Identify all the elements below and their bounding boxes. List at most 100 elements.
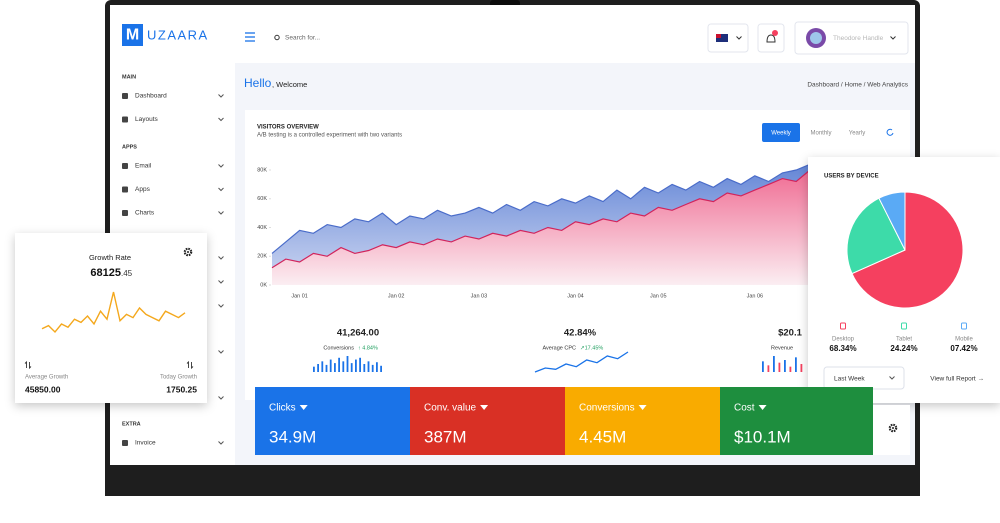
x-tick-label: Jan 05 (650, 293, 667, 299)
kpi-value: 4.45M (579, 427, 626, 446)
sidebar-item-icon (122, 163, 128, 169)
kpi-value: 387M (424, 427, 467, 446)
stat-bar (778, 362, 781, 372)
kpi-label[interactable]: Clicks (269, 403, 296, 414)
kpi-value: $10.1M (734, 427, 791, 446)
chevron-icon (218, 117, 224, 122)
gear-icon-core (892, 427, 894, 429)
stat-bar (338, 357, 340, 372)
search-input[interactable]: Search for... (285, 35, 320, 42)
growth-title: Growth Rate (89, 253, 131, 262)
sidebar-item-icon (122, 210, 128, 216)
sidebar-section-title: MAIN (122, 74, 136, 80)
area-line (271, 169, 811, 269)
sort-icon (186, 360, 194, 370)
sidebar-item[interactable]: Apps (135, 186, 151, 193)
chevron-icon (218, 396, 224, 400)
sidebar-item[interactable]: Dashboard (135, 93, 167, 100)
stat-bar (367, 361, 370, 372)
legend-label: Desktop (832, 337, 855, 343)
stat-bar (325, 364, 328, 372)
sidebar-item-icon (122, 93, 128, 99)
chevron-icon (218, 164, 224, 168)
today-growth-value: 1750.25 (166, 384, 197, 394)
chart-title: VISITORS OVERVIEW (257, 125, 319, 131)
stat-bar (317, 364, 319, 372)
user-button[interactable] (794, 21, 909, 55)
gear-icon (183, 247, 193, 257)
stat-bar (329, 359, 332, 372)
user-avatar-inner (810, 32, 822, 44)
stat-bar (767, 365, 770, 372)
period-button[interactable]: Weekly (771, 131, 791, 137)
kpi-dropdown-icon (480, 405, 489, 410)
legend-value: 24.24% (890, 344, 917, 353)
y-tick-label: 20K (257, 254, 267, 260)
gear-icon-core (187, 251, 189, 253)
stat-bar (371, 364, 374, 372)
stat-bar (355, 359, 357, 372)
bell-icon (766, 34, 776, 43)
stat-bar (376, 362, 378, 372)
report-link[interactable]: View full Report → (930, 376, 984, 383)
y-tick-label: 80K (257, 167, 267, 173)
device-icon (840, 322, 846, 330)
area-fill (272, 170, 810, 285)
period-button[interactable]: Yearly (849, 131, 865, 137)
sidebar-item[interactable]: Email (135, 163, 152, 170)
kpi-dropdown-icon (758, 405, 767, 410)
stat-label: Revenue (771, 345, 793, 351)
stat-sparkline (534, 351, 629, 373)
kpi-label[interactable]: Conversions (579, 403, 635, 414)
pie-slice (846, 197, 906, 275)
pie-slice (851, 191, 964, 309)
growth-value: 68125 (90, 267, 121, 279)
legend-label: Mobile (955, 337, 973, 343)
growth-value-decimal: .45 (121, 269, 133, 278)
sidebar-section-title: EXTRA (122, 421, 141, 427)
stat-change: ↗17.45% (580, 345, 603, 351)
logo-mark: M (126, 27, 139, 44)
chevron-icon (218, 304, 224, 308)
stat-bar (789, 366, 792, 372)
kpi-tile (255, 387, 410, 455)
chevron-icon (218, 256, 224, 260)
kpi-dropdown-icon (299, 405, 308, 410)
flag-icon (716, 34, 728, 42)
chevron-icon (218, 211, 224, 215)
today-growth-label: Today Growth (160, 375, 197, 381)
kpi-label[interactable]: Conv. value (424, 403, 477, 414)
sidebar-item[interactable]: Invoice (135, 440, 156, 447)
sidebar-item[interactable]: Layouts (135, 116, 159, 123)
legend-label: Tablet (896, 337, 912, 343)
sort-icon (24, 360, 32, 370)
gear-icon (888, 423, 898, 433)
stat-value: 42.84% (564, 328, 597, 339)
x-tick-label: Jan 03 (471, 293, 488, 299)
legend-value: 68.34% (829, 344, 856, 353)
kpi-label[interactable]: Cost (734, 403, 755, 414)
refresh-icon (886, 128, 894, 136)
sidebar-section-title: APPS (122, 144, 137, 150)
user-name: Theodore Handle (833, 35, 884, 42)
period-button[interactable]: Monthly (810, 131, 831, 137)
period-button-active[interactable] (762, 123, 800, 142)
average-growth-label: Average Growth (25, 375, 68, 381)
sidebar-item[interactable]: Charts (135, 210, 155, 217)
logo-box (122, 24, 143, 46)
stat-bar (313, 366, 315, 372)
chevron-icon (889, 376, 895, 380)
chevron-icon (218, 441, 224, 445)
settings-box[interactable] (873, 405, 910, 455)
chevron-icon (218, 94, 224, 98)
breadcrumb: Dashboard / Home / Web Analytics (807, 82, 908, 89)
average-growth-value: 45850.00 (25, 384, 61, 394)
kpi-value: 34.9M (269, 427, 316, 446)
growth-card (15, 233, 207, 403)
x-tick-label: Jan 06 (747, 293, 764, 299)
sidebar-item-icon (122, 116, 128, 123)
stat-bar (773, 356, 775, 372)
notification-button[interactable] (757, 23, 785, 53)
stat-bar (795, 357, 797, 372)
stat-bar (321, 361, 324, 372)
